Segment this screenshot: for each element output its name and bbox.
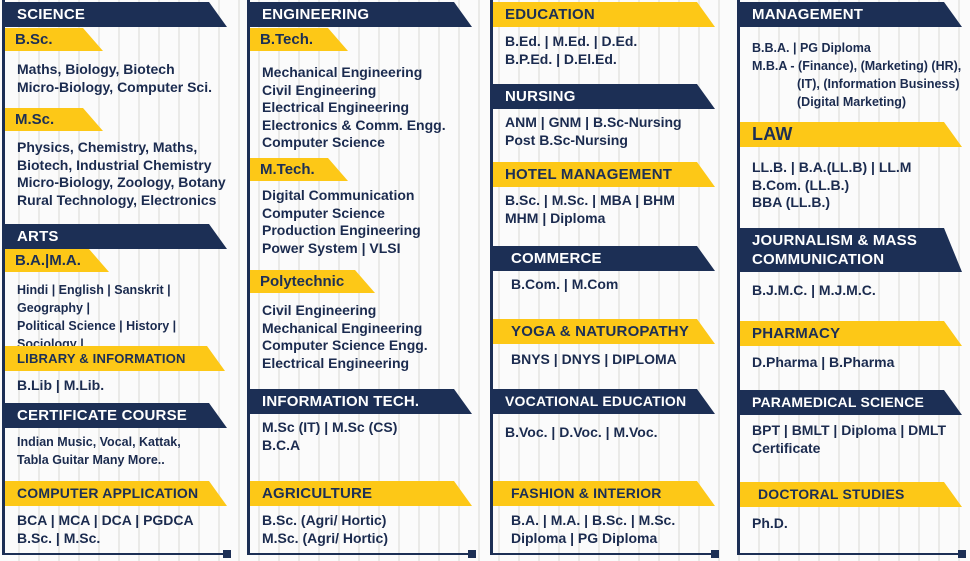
column-4: MANAGEMENT B.B.A. | PG Diploma M.B.A - (… (737, 0, 966, 558)
section-header-certificate: CERTIFICATE COURSE (5, 403, 227, 428)
computer-application-courses: BCA | MCA | DCA | PGDCA B.Sc. | M.Sc. (17, 512, 194, 546)
column-1: SCIENCE B.Sc. (H) Maths, Biology, Biotec… (2, 0, 231, 558)
commerce-courses: B.Com. | M.Com (511, 276, 619, 292)
hotel-management-courses: B.Sc. | M.Sc. | MBA | BHM MHM | Diploma (505, 192, 675, 226)
section-header-hotel-management: HOTEL MANAGEMENT (493, 162, 715, 187)
section-header-arts: ARTS (5, 224, 227, 249)
sub-header-bsc-h: B.Sc. (H) (5, 28, 103, 51)
section-header-information-tech: INFORMATION TECH. (250, 389, 472, 414)
section-header-education: EDUCATION (493, 2, 715, 27)
mtech-courses: Digital Communication Computer Science P… (262, 187, 421, 256)
law-courses: LL.B. | B.A.(LL.B) | LL.M B.Com. (LL.B.)… (752, 159, 912, 210)
section-header-nursing: NURSING (493, 84, 715, 109)
section-header-management: MANAGEMENT (740, 2, 962, 27)
btech-courses: Mechanical Engineering Civil Engineering… (262, 64, 446, 150)
management-line-2: M.B.A - (Finance), (Marketing) (HR), (752, 59, 962, 73)
sub-header-ba-ma: B.A.|M.A. (5, 249, 109, 272)
yoga-courses: BNYS | DNYS | DIPLOMA (511, 351, 677, 367)
section-header-paramedical: PARAMEDICAL SCIENCE (740, 390, 962, 415)
section-header-computer-application: COMPUTER APPLICATION (5, 481, 227, 506)
section-header-fashion: FASHION & INTERIOR (493, 481, 715, 506)
education-courses: B.Ed. | M.Ed. | D.Ed. B.P.Ed. | D.El.Ed. (505, 33, 638, 67)
management-line-1: B.B.A. | PG Diploma (752, 41, 871, 55)
nursing-courses: ANM | GNM | B.Sc-Nursing Post B.Sc-Nursi… (505, 114, 682, 148)
section-header-commerce: COMMERCE (493, 246, 715, 271)
paramedical-courses: BPT | BMLT | Diploma | DMLT Certificate (752, 422, 946, 456)
agriculture-courses: B.Sc. (Agri/ Hortic) M.Sc. (Agri/ Hortic… (262, 512, 389, 546)
section-header-vocational: VOCATIONAL EDUCATION (493, 389, 715, 414)
section-header-law: LAW (740, 122, 962, 147)
management-line-4: (Digital Marketing) (797, 95, 907, 109)
section-header-journalism: JOURNALISM & MASS COMMUNICATION (740, 228, 962, 272)
fashion-courses: B.A. | M.A. | B.Sc. | M.Sc. Diploma | PG… (511, 512, 676, 546)
journalism-courses: B.J.M.C. | M.J.M.C. (752, 282, 876, 298)
sub-header-btech: B.Tech. (250, 28, 348, 51)
section-header-agriculture: AGRICULTURE (250, 481, 472, 506)
section-header-science: SCIENCE (5, 2, 227, 27)
column-3: EDUCATION B.Ed. | M.Ed. | D.Ed. B.P.Ed. … (490, 0, 719, 558)
science-bsc-courses: Maths, Biology, Biotech Micro-Biology, C… (17, 61, 212, 95)
pharmacy-courses: D.Pharma | B.Pharma (752, 354, 895, 370)
library-courses: B.Lib | M.Lib. (17, 377, 105, 393)
section-header-pharmacy: PHARMACY (740, 321, 962, 346)
section-header-library: LIBRARY & INFORMATION SCIENCE (5, 346, 225, 371)
management-courses: B.B.A. | PG Diploma M.B.A - (Finance), (… (752, 39, 962, 111)
certificate-courses: Indian Music, Vocal, Kattak, Tabla Guita… (17, 435, 181, 467)
sub-header-mtech: M.Tech. (250, 158, 348, 181)
section-header-doctoral: DOCTORAL STUDIES (740, 482, 962, 507)
section-header-yoga: YOGA & NATUROPATHY (493, 319, 715, 344)
polytechnic-courses: Civil Engineering Mechanical Engineering… (262, 302, 428, 371)
information-tech-courses: M.Sc (IT) | M.Sc (CS) B.C.A (262, 419, 398, 453)
science-msc-courses: Physics, Chemistry, Maths, Biotech, Indu… (17, 139, 226, 208)
sub-header-polytechnic: Polytechnic (250, 270, 375, 293)
doctoral-courses: Ph.D. (752, 515, 788, 531)
section-header-engineering: ENGINEERING (250, 2, 472, 27)
column-2: ENGINEERING B.Tech. Mechanical Engineeri… (247, 0, 476, 558)
sub-header-msc: M.Sc. (5, 108, 103, 131)
management-line-3: (IT), (Information Business) (797, 77, 960, 91)
vocational-courses: B.Voc. | D.Voc. | M.Voc. (505, 424, 658, 440)
